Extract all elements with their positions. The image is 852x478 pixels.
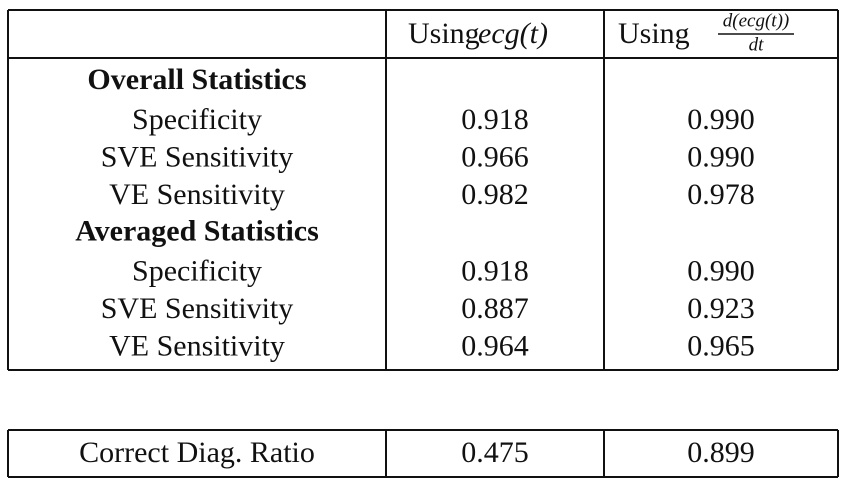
cell-value: 0.965	[687, 329, 755, 362]
cell-value: 0.982	[461, 178, 529, 211]
row-label: VE Sensitivity	[109, 178, 285, 211]
table-borders	[7, 9, 839, 478]
row-label: SVE Sensitivity	[101, 140, 294, 173]
header-denominator: dt	[749, 34, 765, 55]
section-title: Overall Statistics	[87, 63, 306, 96]
section-title: Averaged Statistics	[75, 214, 319, 247]
header-math: ecg(t)	[478, 17, 548, 50]
cell-value: 0.918	[461, 103, 529, 136]
cell-value: 0.990	[687, 140, 755, 173]
row-label: Correct Diag. Ratio	[79, 436, 315, 469]
cell-value: 0.964	[461, 329, 529, 362]
cell-value: 0.990	[687, 254, 755, 287]
row-label: Specificity	[132, 254, 262, 287]
cell-value: 0.918	[461, 254, 529, 287]
row-label: SVE Sensitivity	[101, 292, 294, 325]
header-numerator: d(ecg(t))	[723, 10, 789, 31]
cell-value: 0.978	[687, 178, 755, 211]
cell-value: 0.966	[461, 140, 529, 173]
cell-value: 0.990	[687, 103, 755, 136]
row-label: VE Sensitivity	[109, 329, 285, 362]
cell-value: 0.923	[687, 292, 755, 325]
header-prefix: Using	[618, 17, 690, 50]
header-prefix: Using	[408, 17, 480, 50]
cell-value: 0.887	[461, 292, 529, 325]
cell-value: 0.475	[461, 436, 529, 469]
row-label: Specificity	[132, 103, 262, 136]
cell-value: 0.899	[687, 436, 755, 469]
